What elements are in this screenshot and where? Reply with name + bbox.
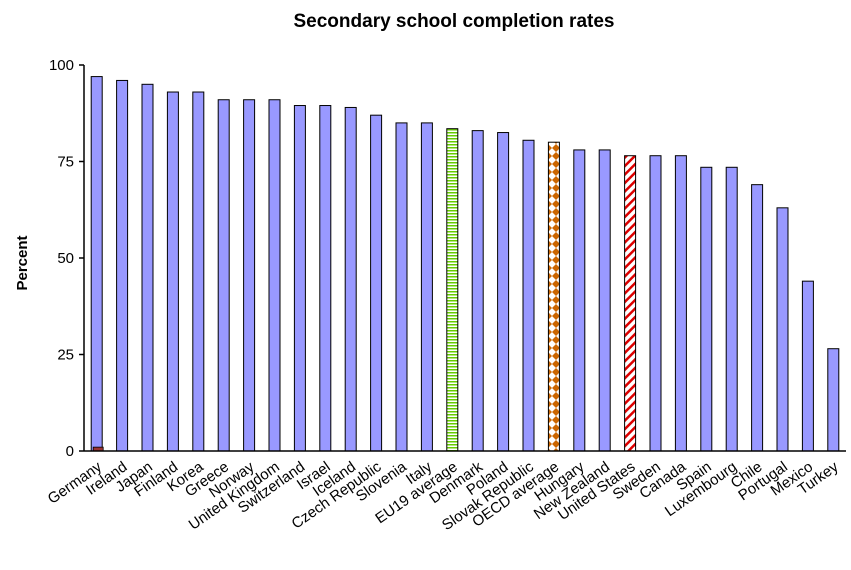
y-tick-label: 0 [66, 443, 74, 460]
bar-israel [319, 105, 332, 452]
bar-italy [420, 122, 433, 452]
bar-spain [700, 166, 713, 452]
bar-iceland [344, 106, 357, 452]
bar-eu19-average [446, 128, 459, 452]
bar-hungary [573, 149, 586, 452]
bars [90, 76, 840, 452]
bar-japan [141, 83, 154, 452]
y-axis-ticks: 0 25 50 75 100 [49, 57, 84, 460]
bar-united-kingdom [268, 99, 281, 452]
bar-portugal [776, 207, 789, 452]
bar-finland [166, 91, 179, 452]
y-tick-label: 75 [57, 154, 74, 171]
bar-sweden [649, 155, 662, 452]
bar-switzerland [293, 105, 306, 452]
bar-turkey [827, 348, 840, 452]
bar-ireland [116, 79, 129, 452]
bar-canada [674, 155, 687, 452]
y-tick-label: 50 [57, 250, 74, 267]
bar-czech-republic [370, 114, 383, 452]
bar-germany [90, 76, 103, 452]
bar-luxembourg [725, 166, 738, 452]
y-tick-label: 100 [49, 57, 74, 74]
bar-norway [243, 99, 256, 452]
x-axis-labels: GermanyIrelandJapanFinlandKoreaGreeceNor… [45, 458, 842, 534]
bar-poland [497, 132, 510, 452]
bar-mexico [801, 280, 814, 452]
bar-denmark [471, 130, 484, 452]
y-tick-label: 25 [57, 347, 74, 364]
bar-greece [217, 99, 230, 452]
bar-oecd-average [547, 141, 560, 452]
bar-slovak-republic [522, 139, 535, 452]
bar-new-zealand [598, 149, 611, 452]
bar-chile [751, 184, 764, 452]
bar-united-states [624, 155, 637, 452]
y-axis-label: Percent [14, 235, 31, 290]
bar-korea [192, 91, 205, 452]
chart-title: Secondary school completion rates [294, 11, 615, 32]
bar-slovenia [395, 122, 408, 452]
